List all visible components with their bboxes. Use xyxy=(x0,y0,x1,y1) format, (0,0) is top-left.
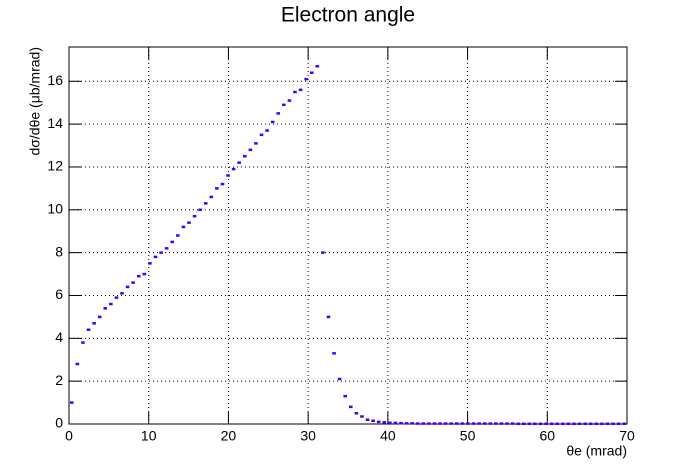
chart-title: Electron angle xyxy=(281,4,415,27)
y-tick-label: 4 xyxy=(55,329,63,345)
x-tick-label: 50 xyxy=(460,428,476,444)
y-tick-label: 0 xyxy=(55,415,63,431)
x-tick-label: 70 xyxy=(619,428,635,444)
x-tick-label: 20 xyxy=(221,428,237,444)
y-tick-label: 2 xyxy=(55,372,63,388)
y-tick-label: 16 xyxy=(47,72,63,88)
y-tick-label: 14 xyxy=(47,115,63,131)
y-axis-label: dσ/dθe (μb/mrad) xyxy=(27,47,43,156)
x-tick-label: 30 xyxy=(300,428,316,444)
y-tick-label: 10 xyxy=(47,200,63,216)
plot-frame xyxy=(68,46,628,425)
y-tick-label: 12 xyxy=(47,158,63,174)
x-tick-label: 60 xyxy=(539,428,555,444)
x-tick-label: 10 xyxy=(141,428,157,444)
y-tick-label: 8 xyxy=(55,243,63,259)
x-tick-label: 40 xyxy=(380,428,396,444)
y-tick-label: 6 xyxy=(55,286,63,302)
x-tick-label: 0 xyxy=(65,428,73,444)
x-axis-label: θe (mrad) xyxy=(566,443,627,459)
